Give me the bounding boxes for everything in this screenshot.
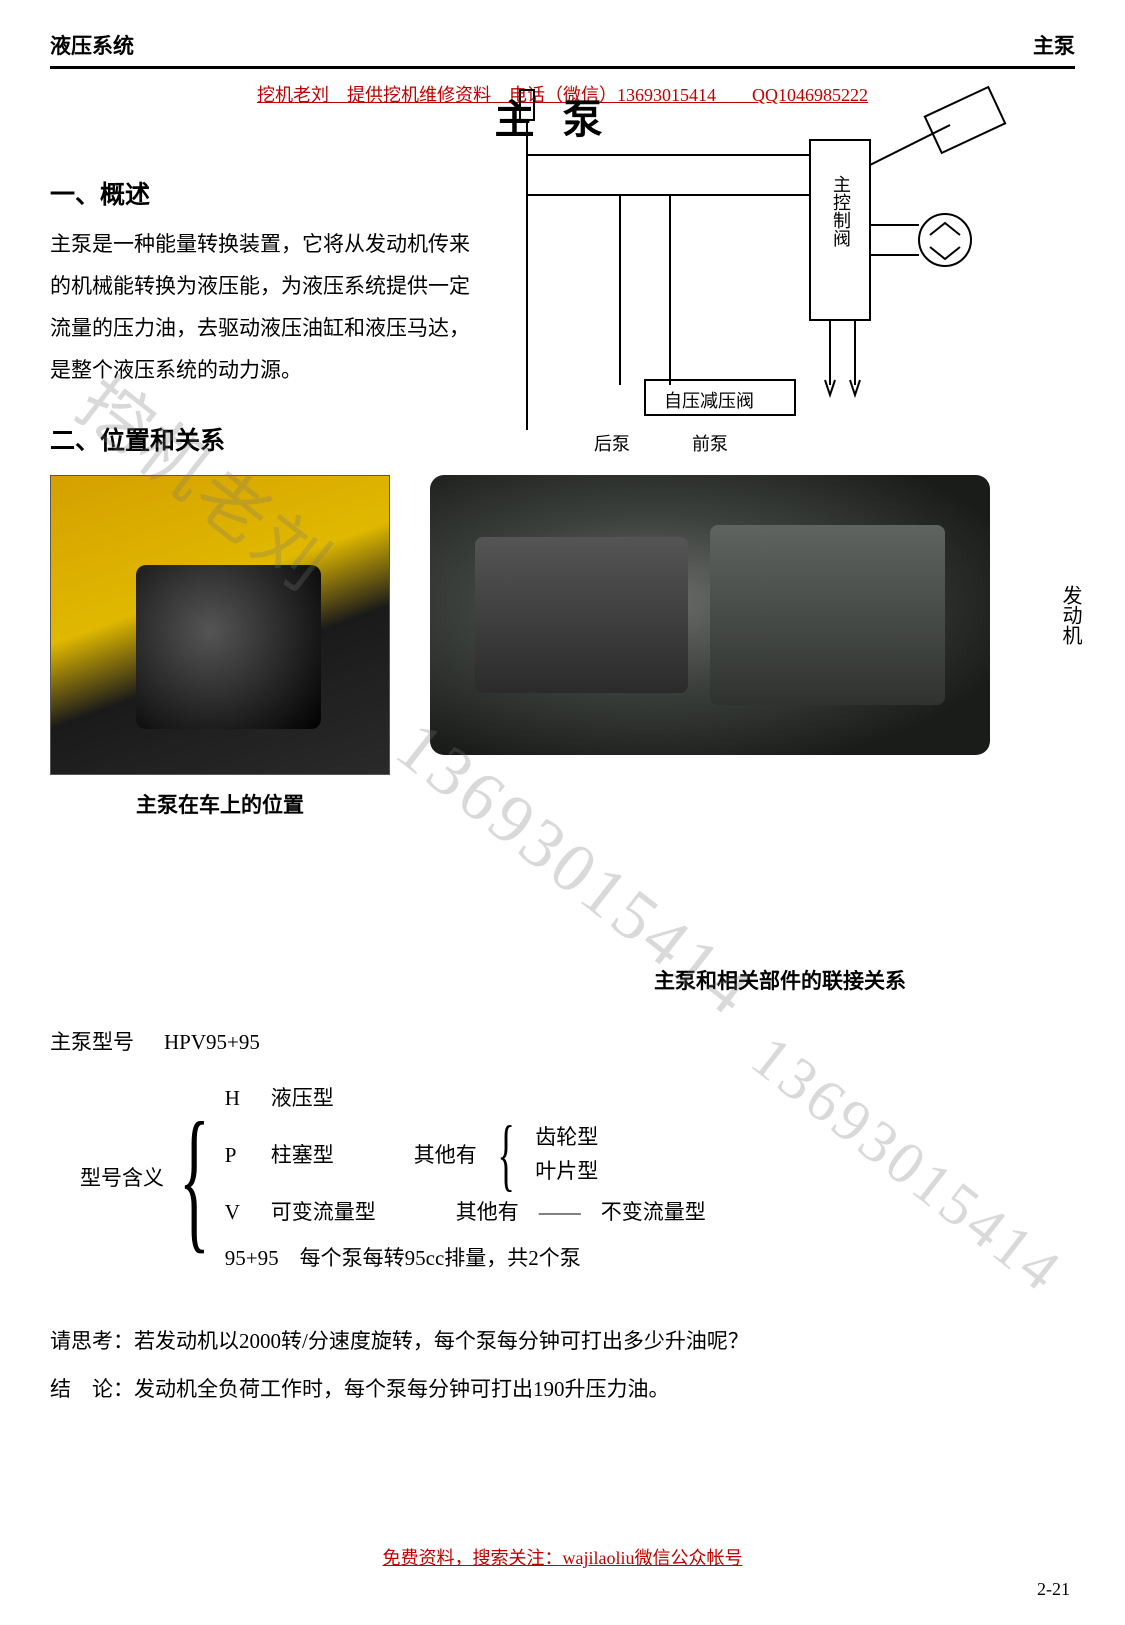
other-1: 其他有 [414, 1132, 477, 1178]
code-h: H [225, 1075, 251, 1121]
meaning-label: 型号含义 [80, 1155, 164, 1201]
model-last-line: 95+95 每个泵每转95cc排量，共2个泵 [225, 1235, 581, 1281]
txt-v: 可变流量型 [271, 1189, 376, 1235]
label-reducer: 自压减压阀 [662, 387, 756, 413]
label-rear-pump: 后泵 [592, 430, 632, 456]
overview-paragraph: 主泵是一种能量转换装置，它将从发动机传来的机械能转换为液压能，为液压系统提供一定… [50, 223, 480, 391]
code-p: P [225, 1132, 251, 1178]
hydraulic-schematic: 主控制阀 自压减压阀 后泵 前泵 [490, 85, 1050, 445]
conclusion-text: 结 论：发动机全负荷工作时，每个泵每分钟可打出190升压力油。 [50, 1365, 1075, 1413]
page-number: 2-21 [1037, 1579, 1070, 1600]
question-text: 请思考：若发动机以2000转/分速度旋转，每个泵每分钟可打出多少升油呢？ [50, 1317, 1075, 1365]
fixed-type: 不变流量型 [601, 1189, 706, 1235]
brace-small-icon: { [497, 1123, 514, 1187]
label-engine: 发动机 [1056, 585, 1085, 645]
right-photo-caption: 主泵和相关部件的联接关系 [500, 965, 1060, 995]
model-label: 主泵型号 [50, 1019, 134, 1065]
header-right: 主泵 [1033, 30, 1075, 60]
pump-assembly-photo [430, 475, 990, 755]
footer-link: 免费资料，搜索关注：wajilaoliu微信公众帐号 [50, 1544, 1075, 1570]
pump-location-photo [50, 475, 390, 775]
code-v: V [225, 1189, 251, 1235]
header-left: 液压系统 [50, 30, 134, 60]
pump-assembly-area: 发动机 [430, 475, 1030, 815]
upper-content: 一、概述 主泵是一种能量转换装置，它将从发动机传来的机械能转换为液压能，为液压系… [50, 175, 1075, 819]
brace-left-icon: { [179, 1106, 210, 1250]
model-block: 主泵型号 HPV95+95 型号含义 { H 液压型 P 柱塞型 其他有 { 齿… [50, 1019, 1075, 1281]
txt-h: 液压型 [271, 1075, 334, 1121]
label-front-pump: 前泵 [690, 430, 730, 456]
schematic-svg [490, 85, 1050, 445]
gear-type: 齿轮型 [535, 1121, 598, 1155]
page-header: 液压系统 主泵 [50, 30, 1075, 69]
model-value: HPV95+95 [164, 1019, 260, 1065]
question-block: 请思考：若发动机以2000转/分速度旋转，每个泵每分钟可打出多少升油呢？ 结 论… [50, 1317, 1075, 1414]
dash-icon: —— [539, 1189, 581, 1235]
vane-type: 叶片型 [535, 1155, 598, 1189]
left-photo-caption: 主泵在车上的位置 [50, 789, 390, 819]
label-main-valve: 主控制阀 [826, 175, 856, 247]
txt-p: 柱塞型 [271, 1132, 334, 1178]
